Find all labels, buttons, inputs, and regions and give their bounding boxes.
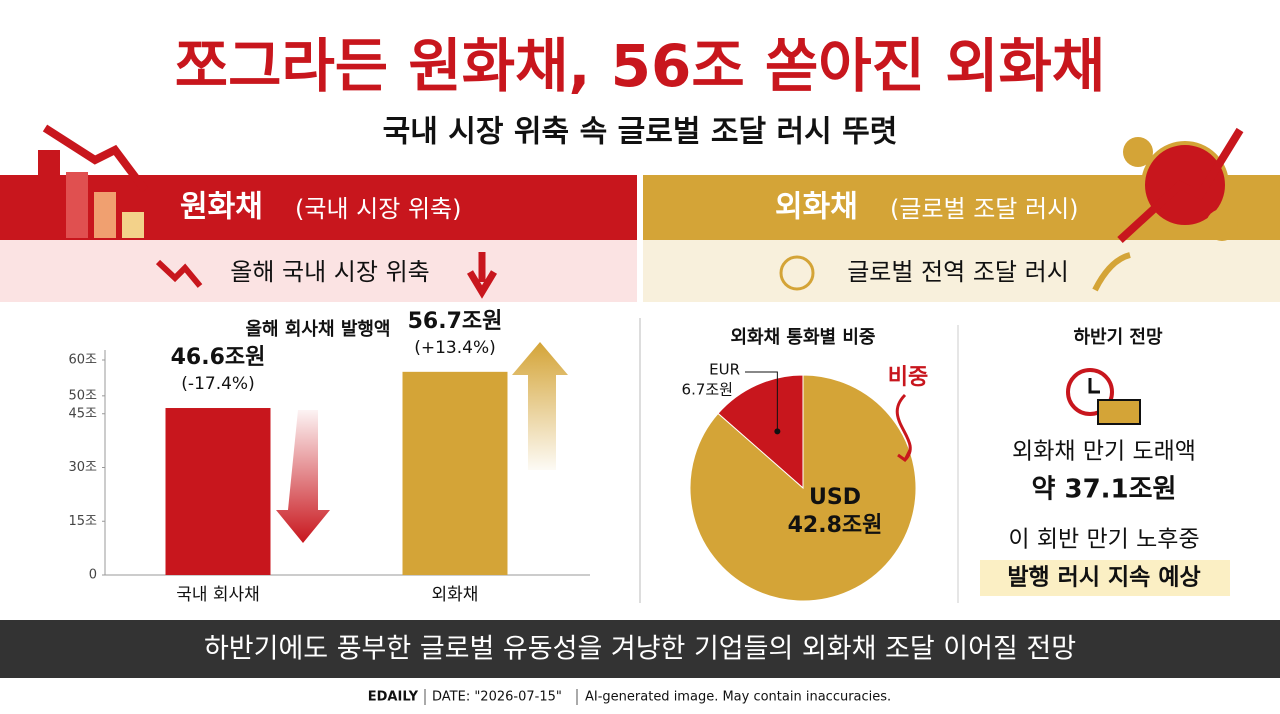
banner-text: 하반기에도 풍부한 글로벌 유동성을 겨냥한 기업들의 외화채 조달 이어질 전…	[204, 634, 1076, 665]
highlight	[980, 560, 1230, 596]
outlook-label: 외화채 만기 도래액	[1012, 439, 1196, 465]
pie-slice	[717, 374, 804, 490]
panel-name: 원화채	[180, 190, 263, 225]
value-label: 46.6조원	[171, 345, 266, 370]
bar	[165, 408, 271, 575]
clock-icon	[1066, 368, 1141, 425]
x-tick-label: 국내 회사채	[176, 585, 260, 605]
y-tick-label: 60조	[68, 353, 97, 368]
panel-note: (국내 시장 위축)	[295, 195, 461, 223]
globe-icon	[1117, 127, 1244, 243]
y-tick-label: 0	[89, 568, 97, 583]
slice-value: 42.8조원	[788, 513, 883, 538]
slice-label: USD	[809, 485, 861, 510]
annotation-arrow	[895, 393, 912, 462]
panel-banner: 올해 국내 시장 위축	[230, 258, 430, 286]
subtitle: 국내 시장 위축 속 글로벌 조달 러시 뚜렷	[383, 115, 898, 150]
title: 쪼그라든 원화채, 56조 쏟아진 외화채	[175, 32, 1106, 100]
icon	[1092, 252, 1131, 292]
panel-subrow	[0, 240, 637, 302]
x-tick-label: 외화채	[432, 585, 479, 605]
footer-source: EDAILY	[368, 690, 419, 705]
pie-slice	[689, 374, 917, 602]
panel-subrow	[643, 240, 1280, 302]
up-arrow	[512, 342, 568, 470]
icon	[779, 255, 815, 291]
slice-value: 6.7조원	[682, 381, 733, 399]
pie-annotation: 비중	[888, 365, 928, 390]
icon	[155, 259, 203, 288]
outlook-amount: 약 37.1조원	[1032, 475, 1177, 505]
y-tick-label: 50조	[68, 388, 97, 403]
down-arrow	[276, 410, 330, 543]
slice-label: EUR	[709, 361, 740, 379]
outlook-line: 발행 러시 지속 예상	[1007, 565, 1200, 591]
footer-date: DATE: "2026-07-15"	[432, 690, 562, 705]
y-tick-label: 45조	[68, 406, 97, 421]
y-tick-label: 30조	[68, 460, 97, 475]
leader-line	[745, 371, 778, 432]
change-label: (+13.4%)	[414, 338, 496, 358]
panel-note: (글로벌 조달 러시)	[890, 195, 1079, 223]
chart-title: 올해 회사채 발행액	[245, 319, 390, 340]
change-label: (-17.4%)	[181, 374, 254, 394]
panel-name: 외화채	[775, 190, 858, 225]
decline-icon	[38, 124, 149, 238]
bar	[402, 371, 508, 575]
outlook-line: 이 회반 만기 노후중	[1008, 527, 1199, 553]
value-label: 56.7조원	[408, 309, 503, 334]
outlook-title: 하반기 전망	[1073, 327, 1163, 348]
icon	[466, 252, 498, 299]
bottom-banner	[0, 620, 1280, 678]
footer-disclaimer: AI-generated image. May contain inaccura…	[585, 690, 891, 705]
y-tick-label: 15조	[68, 514, 97, 529]
panel-banner: 글로벌 전역 조달 러시	[847, 258, 1069, 286]
chart-title: 외화채 통화별 비중	[730, 327, 875, 348]
